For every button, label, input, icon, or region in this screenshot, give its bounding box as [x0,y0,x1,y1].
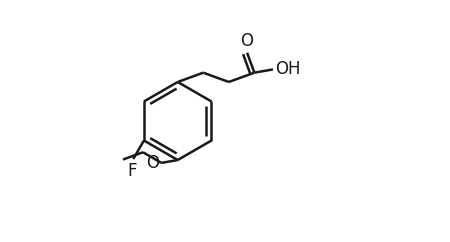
Text: F: F [127,162,137,181]
Text: O: O [147,154,159,172]
Text: OH: OH [275,60,301,78]
Text: O: O [241,32,254,50]
